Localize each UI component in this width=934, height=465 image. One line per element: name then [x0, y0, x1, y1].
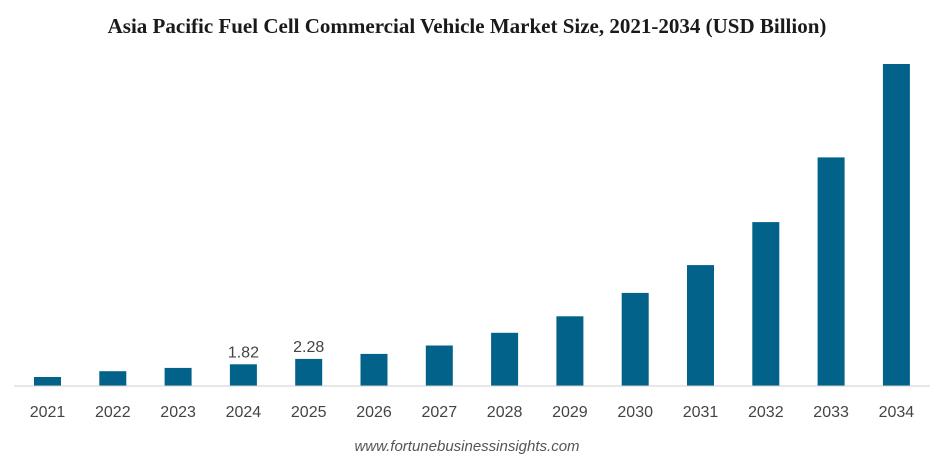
- x-tick-label-2033: 2033: [813, 404, 849, 421]
- x-tick-label-2022: 2022: [95, 404, 131, 421]
- x-tick-label-2030: 2030: [617, 404, 653, 421]
- bars-group: [34, 64, 910, 386]
- x-tick-label-2025: 2025: [291, 404, 327, 421]
- bar-2025: [295, 358, 323, 386]
- source-footer: www.fortunebusinessinsights.com: [354, 438, 580, 455]
- bar-2022: [99, 371, 127, 386]
- x-tick-label-2023: 2023: [160, 404, 196, 421]
- bar-2033: [817, 157, 845, 386]
- bar-2030: [621, 292, 649, 386]
- bar-2028: [491, 332, 519, 386]
- bar-2024: [229, 364, 257, 386]
- x-tick-label-2032: 2032: [748, 404, 784, 421]
- bar-2029: [556, 316, 584, 386]
- x-tick-label-2021: 2021: [30, 404, 66, 421]
- bar-2027: [425, 345, 453, 386]
- chart-title: Asia Pacific Fuel Cell Commercial Vehicl…: [107, 14, 827, 38]
- x-tick-label-2027: 2027: [422, 404, 458, 421]
- bar-2034: [882, 64, 910, 386]
- x-tick-label-2034: 2034: [879, 404, 915, 421]
- bar-2031: [687, 265, 714, 386]
- data-labels-group: 1.82 2.28: [228, 339, 325, 361]
- bar-2032: [752, 222, 780, 386]
- data-label-2024: 1.82: [228, 344, 259, 361]
- x-tick-label-2024: 2024: [226, 404, 262, 421]
- data-label-2025: 2.28: [293, 339, 324, 356]
- x-tick-label-2026: 2026: [356, 404, 392, 421]
- bar-2023: [164, 367, 192, 386]
- x-tick-label-2031: 2031: [683, 404, 719, 421]
- x-tick-label-2028: 2028: [487, 404, 523, 421]
- x-tick-labels-group: 2021 2022 2023 2024 2025 2026 2027 2028 2029 2030…: [30, 404, 915, 421]
- bar-2026: [360, 353, 388, 386]
- bar-2021: [34, 377, 61, 386]
- x-tick-label-2029: 2029: [552, 404, 588, 421]
